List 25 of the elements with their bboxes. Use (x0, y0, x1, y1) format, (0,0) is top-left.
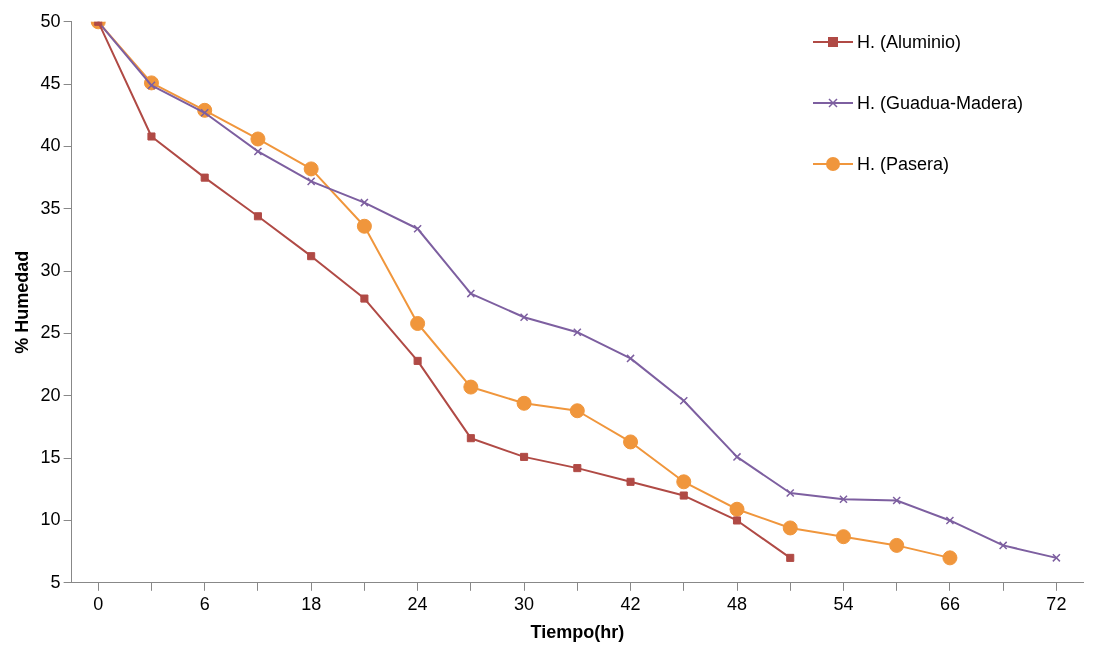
legend-label: H. (Pasera) (856, 153, 949, 175)
x-tick-label: 42 (620, 593, 641, 614)
x-tick-label: 24 (407, 593, 428, 614)
x-tick-label: 66 (939, 593, 960, 614)
y-tick-label: 20 (40, 384, 61, 405)
y-tick-label: 35 (40, 197, 61, 218)
legend-label: H. (Guadua-Madera) (856, 92, 1023, 114)
x-axis-title: Tiempo(hr) (530, 622, 625, 643)
x-tick-label: 54 (833, 593, 854, 614)
y-tick-label: 5 (50, 571, 61, 592)
y-tick-label: 15 (40, 447, 61, 468)
y-tick-label: 45 (40, 73, 61, 94)
y-tick-label: 10 (40, 509, 61, 530)
x-tick-label: 72 (1046, 593, 1067, 614)
x-tick-label: 18 (301, 593, 322, 614)
y-tick-label: 40 (40, 135, 61, 156)
x-tick-label: 6 (199, 593, 210, 614)
y-tick-label: 50 (40, 10, 61, 31)
y-axis-title: % Humedad (11, 250, 32, 354)
legend-label: H. (Aluminio) (856, 31, 961, 53)
y-tick-label: 30 (40, 260, 61, 281)
x-tick-label: 30 (514, 593, 535, 614)
x-tick-label: 0 (93, 593, 104, 614)
y-tick-label: 25 (40, 322, 61, 343)
x-tick-label: 48 (726, 593, 748, 614)
